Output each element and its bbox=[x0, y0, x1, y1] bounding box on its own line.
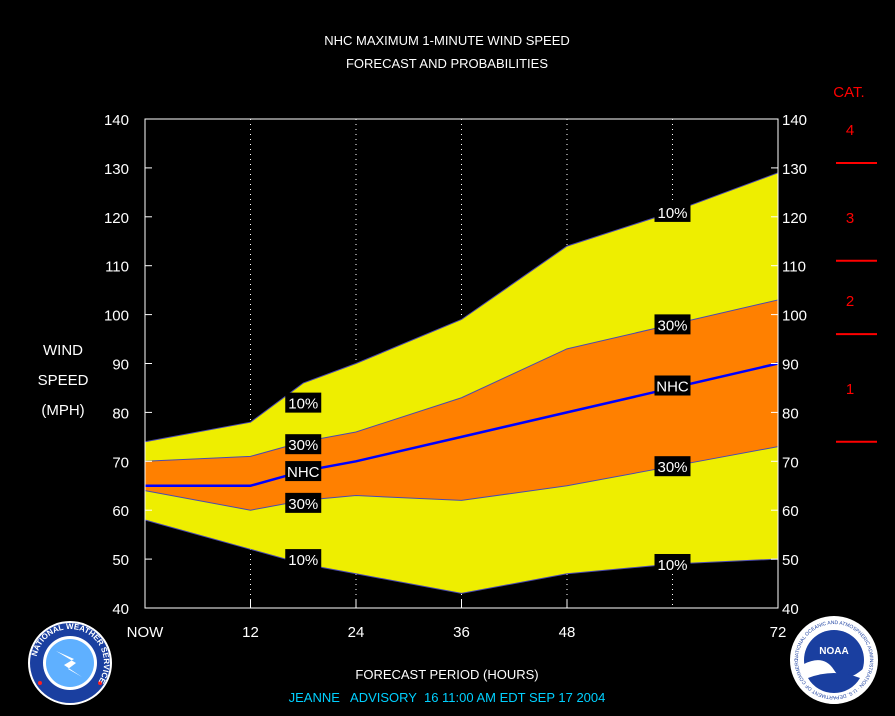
series-label: 10% bbox=[285, 549, 322, 570]
probability-bands bbox=[145, 172, 778, 594]
x-tick-label: 12 bbox=[242, 624, 259, 641]
svg-text:NHC: NHC bbox=[287, 464, 320, 481]
y-axis-label: WIND SPEED (MPH) bbox=[38, 342, 89, 419]
band-30-percent bbox=[145, 299, 778, 511]
category-scale: CAT. 1 2 3 4 bbox=[833, 84, 877, 443]
svg-text:NOAA: NOAA bbox=[819, 646, 848, 657]
y-tick-label-right: 100 bbox=[782, 308, 807, 325]
y-tick-label-right: 130 bbox=[782, 161, 807, 178]
x-tick-label: 36 bbox=[453, 624, 470, 641]
category-label: 2 bbox=[846, 293, 854, 310]
series-label: 10% bbox=[654, 553, 691, 574]
x-tick-label: 48 bbox=[559, 624, 576, 641]
y-tick-label-left: 100 bbox=[104, 308, 129, 325]
y-tick-label-left: 80 bbox=[112, 405, 129, 422]
y-tick-label-left: 70 bbox=[112, 454, 129, 471]
svg-text:10%: 10% bbox=[288, 552, 318, 569]
y-tick-label-right: 50 bbox=[782, 552, 799, 569]
y-tick-label-left: 140 bbox=[104, 112, 129, 129]
series-label: 30% bbox=[654, 314, 691, 335]
y-tick-label-left: 40 bbox=[112, 601, 129, 618]
y-tick-label-right: 110 bbox=[782, 259, 806, 276]
y-tick-label-right: 80 bbox=[782, 405, 799, 422]
series-label: 30% bbox=[285, 492, 322, 513]
svg-text:30%: 30% bbox=[657, 317, 687, 334]
x-axis-ticks: NOW 12 24 36 48 72 bbox=[127, 600, 787, 641]
svg-text:30%: 30% bbox=[288, 496, 318, 513]
y-axis-label-line1: WIND bbox=[43, 342, 83, 359]
y-tick-label-right: 140 bbox=[782, 112, 807, 129]
y-tick-label-left: 50 bbox=[112, 552, 129, 569]
x-tick-label: NOW bbox=[127, 624, 165, 641]
series-label: NHC bbox=[654, 375, 691, 396]
svg-text:10%: 10% bbox=[657, 205, 687, 222]
y-tick-label-right: 70 bbox=[782, 454, 799, 471]
y-tick-label-left: 110 bbox=[105, 259, 129, 276]
chart-title-line1: NHC MAXIMUM 1-MINUTE WIND SPEED bbox=[324, 33, 570, 48]
series-label: 10% bbox=[285, 392, 322, 413]
series-label: 10% bbox=[654, 201, 691, 222]
y-tick-label-right: 90 bbox=[782, 357, 799, 374]
series-label: 30% bbox=[654, 456, 691, 477]
advisory-text: JEANNE ADVISORY 16 11:00 AM EDT SEP 17 2… bbox=[289, 690, 606, 705]
y-tick-label-left: 90 bbox=[112, 357, 129, 374]
y-tick-label-right: 60 bbox=[782, 503, 799, 520]
y-axis-label-line3: (MPH) bbox=[41, 402, 84, 419]
svg-text:NHC: NHC bbox=[656, 379, 689, 396]
noaa-logo: NOAA NATIONAL OCEANIC AND ATMOSPHERIC AD… bbox=[790, 616, 878, 704]
series-label: NHC bbox=[285, 461, 322, 482]
category-label: 1 bbox=[846, 381, 854, 398]
y-tick-label-left: 120 bbox=[104, 210, 129, 227]
y-tick-label-right: 40 bbox=[782, 601, 799, 618]
category-label: 4 bbox=[846, 122, 854, 139]
x-tick-label: 24 bbox=[348, 624, 365, 641]
nws-logo: NATIONAL WEATHER SERVICE bbox=[28, 621, 112, 705]
svg-text:30%: 30% bbox=[288, 437, 318, 454]
y-axis-ticks: 40 40 50 50 60 60 70 70 80 80 90 90 100 100 110 110 120 1… bbox=[104, 112, 807, 618]
y-tick-label-left: 130 bbox=[104, 161, 129, 178]
svg-text:10%: 10% bbox=[288, 396, 318, 413]
series-labels: 10% 30% NHC 30% 10% 10% 30% NHC 30% 10% bbox=[285, 201, 691, 574]
y-axis-label-line2: SPEED bbox=[38, 372, 89, 389]
category-title: CAT. bbox=[833, 84, 864, 101]
chart-title-line2: FORECAST AND PROBABILITIES bbox=[346, 56, 548, 71]
x-axis-label: FORECAST PERIOD (HOURS) bbox=[355, 667, 538, 682]
x-tick-label: 72 bbox=[770, 624, 787, 641]
category-label: 3 bbox=[846, 210, 854, 227]
y-tick-label-left: 60 bbox=[112, 503, 129, 520]
series-label: 30% bbox=[285, 434, 322, 455]
y-tick-label-right: 120 bbox=[782, 210, 807, 227]
svg-text:30%: 30% bbox=[657, 459, 687, 476]
svg-text:10%: 10% bbox=[657, 557, 687, 574]
